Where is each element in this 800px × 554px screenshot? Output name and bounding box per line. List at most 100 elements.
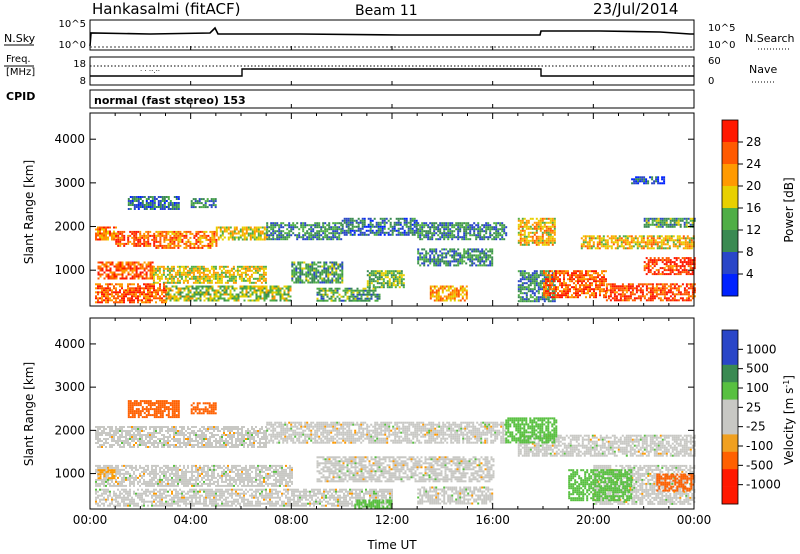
power-cell [531,292,534,295]
power-cell [660,239,663,242]
power-cell [413,233,416,236]
power-cell [292,226,295,229]
power-cell [653,217,656,220]
power-cell [195,299,198,302]
power-cell [463,226,466,229]
power-cell [353,219,356,222]
power-cell [586,243,589,246]
power-cell [291,279,294,282]
power-cell [149,263,152,266]
power-cell [636,241,639,244]
power-cell [368,289,371,292]
power-cell [533,241,536,244]
power-cell [641,291,644,294]
power-cell [405,223,408,226]
power-cell [586,235,589,238]
power-cell [177,242,180,245]
power-cell [615,297,618,300]
power-cell [107,297,109,300]
power-cell [173,236,176,239]
power-cell [135,198,138,200]
power-cell [253,234,256,237]
power-cell [517,300,520,303]
power-cell [129,200,132,202]
power-cell [322,293,325,296]
power-cell [147,244,150,247]
power-cell [117,238,120,241]
power-cell [388,272,391,275]
power-cell [223,289,226,292]
power-cell [171,285,174,288]
power-cell [469,264,472,267]
power-cell [179,287,182,290]
power-cell [551,239,554,242]
power-cell [523,300,526,303]
power-cell [161,200,164,202]
power-cell [447,230,450,233]
power-cell [457,228,460,231]
power-cell [411,217,414,220]
power-cell [379,231,382,234]
power-cell [664,243,667,246]
power-cell [331,265,334,268]
power-cell [557,270,559,273]
power-cell [99,265,102,268]
power-cell [549,278,551,281]
power-cell [679,267,682,270]
power-cell [199,234,202,237]
power-cell [156,269,159,272]
power-cell [332,289,335,292]
power-cell [645,219,648,222]
power-cell [185,236,188,239]
power-cell [343,233,346,236]
power-cell [689,219,692,222]
power-cell [581,288,583,291]
power-cell [129,301,131,304]
power-cell [402,286,405,289]
power-cell [270,232,273,235]
power-cell [459,222,462,225]
power-cell [453,260,456,263]
power-cell [332,236,335,239]
power-cell [503,228,506,231]
power-cell [441,234,444,237]
power-cell [276,224,279,227]
power-cell [327,265,330,268]
power-cell [691,217,694,220]
power-cell [169,246,172,249]
power-cell [684,239,687,242]
power-cell [619,285,622,288]
power-cell [469,228,472,231]
power-cell [523,225,526,228]
power-cell [246,265,249,268]
power-cell [145,295,147,298]
power-cell [160,277,163,280]
power-cell [403,231,406,234]
power-cell [202,277,205,280]
power-cell [316,226,319,229]
power-cell [326,299,329,302]
power-cell [295,281,298,284]
power-cell [673,269,676,272]
power-cell [547,270,550,273]
power-cell [314,224,317,227]
power-cell [187,299,190,302]
power-cell [628,245,631,248]
power-cell [145,244,148,247]
power-cell [585,272,587,275]
power-cell [183,287,186,290]
power-cell [370,270,373,273]
power-cell [429,254,432,257]
power-cell [297,263,300,266]
power-cell [348,289,351,292]
power-cell [425,224,428,227]
power-cell [499,232,502,235]
power-cell [141,236,144,239]
power-cell [366,291,369,294]
power-cell [349,229,352,232]
power-cell [531,239,534,242]
power-cell [230,269,233,272]
power-cell [175,230,178,233]
power-cell [105,265,108,268]
power-cell [97,228,99,231]
